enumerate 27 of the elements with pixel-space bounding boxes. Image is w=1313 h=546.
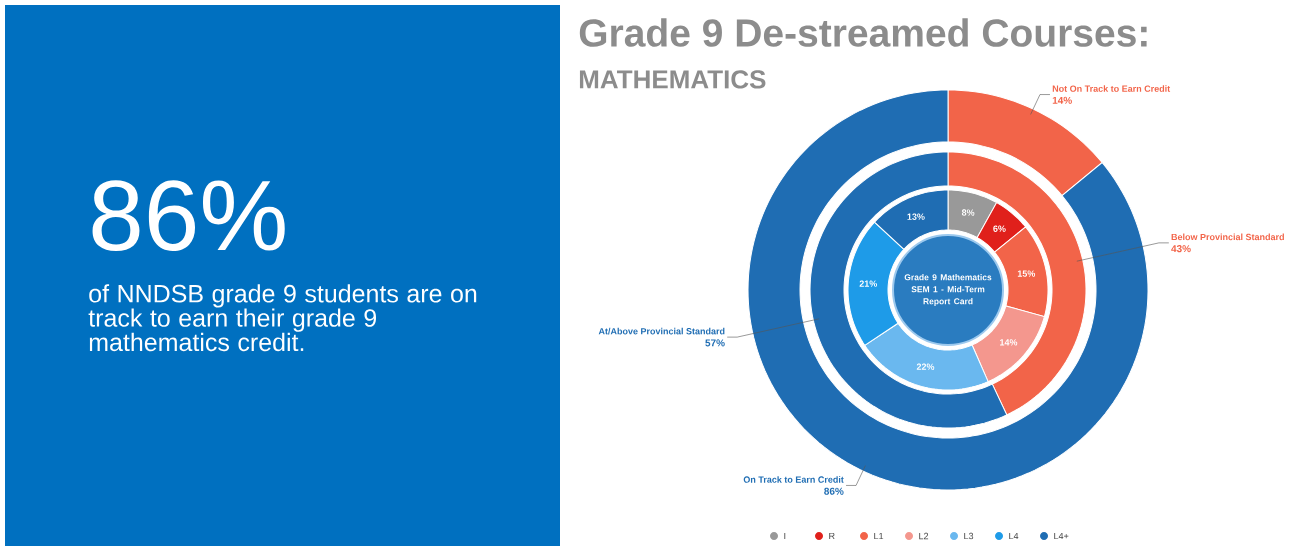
slice-label: Below Provincial Standard xyxy=(1171,233,1284,241)
data-label: 6% xyxy=(993,225,1006,232)
slice-label: On Track to Earn Credit xyxy=(743,476,844,483)
legend-label: R xyxy=(829,532,835,540)
data-label: 14% xyxy=(1052,96,1072,104)
slice-label: Not On Track to Earn Credit xyxy=(1052,85,1171,92)
data-label: 14% xyxy=(1000,339,1018,346)
chart-title: Grade 9 De-streamed Courses: xyxy=(579,18,1147,47)
legend-label: L2 xyxy=(919,532,929,540)
slice-label: At/Above Provincial Standard xyxy=(598,327,725,335)
data-label: 86% xyxy=(824,487,844,495)
chart-subtitle: MATHEMATICS xyxy=(579,70,766,89)
text: of NNDSB grade 9 students are on track to earn their grade 9 mathematics credit. xyxy=(88,284,477,352)
data-label: 57% xyxy=(705,339,725,347)
legend-label: I xyxy=(784,532,786,540)
data-label: 13% xyxy=(907,213,925,220)
legend-label: L4+ xyxy=(1054,532,1069,540)
data-label: 8% xyxy=(961,209,975,216)
text: 86% xyxy=(92,180,285,251)
legend-label: L3 xyxy=(964,532,974,540)
legend-label: L4 xyxy=(1009,532,1019,540)
legend-label: L1 xyxy=(874,532,884,540)
data-label: 22% xyxy=(916,363,935,370)
data-label: 15% xyxy=(1017,270,1036,277)
data-label: 43% xyxy=(1171,245,1191,253)
text: Grade 9 Mathematics SEM 1 - Mid-Term Report Card xyxy=(904,274,992,306)
data-label: 21% xyxy=(859,280,878,287)
